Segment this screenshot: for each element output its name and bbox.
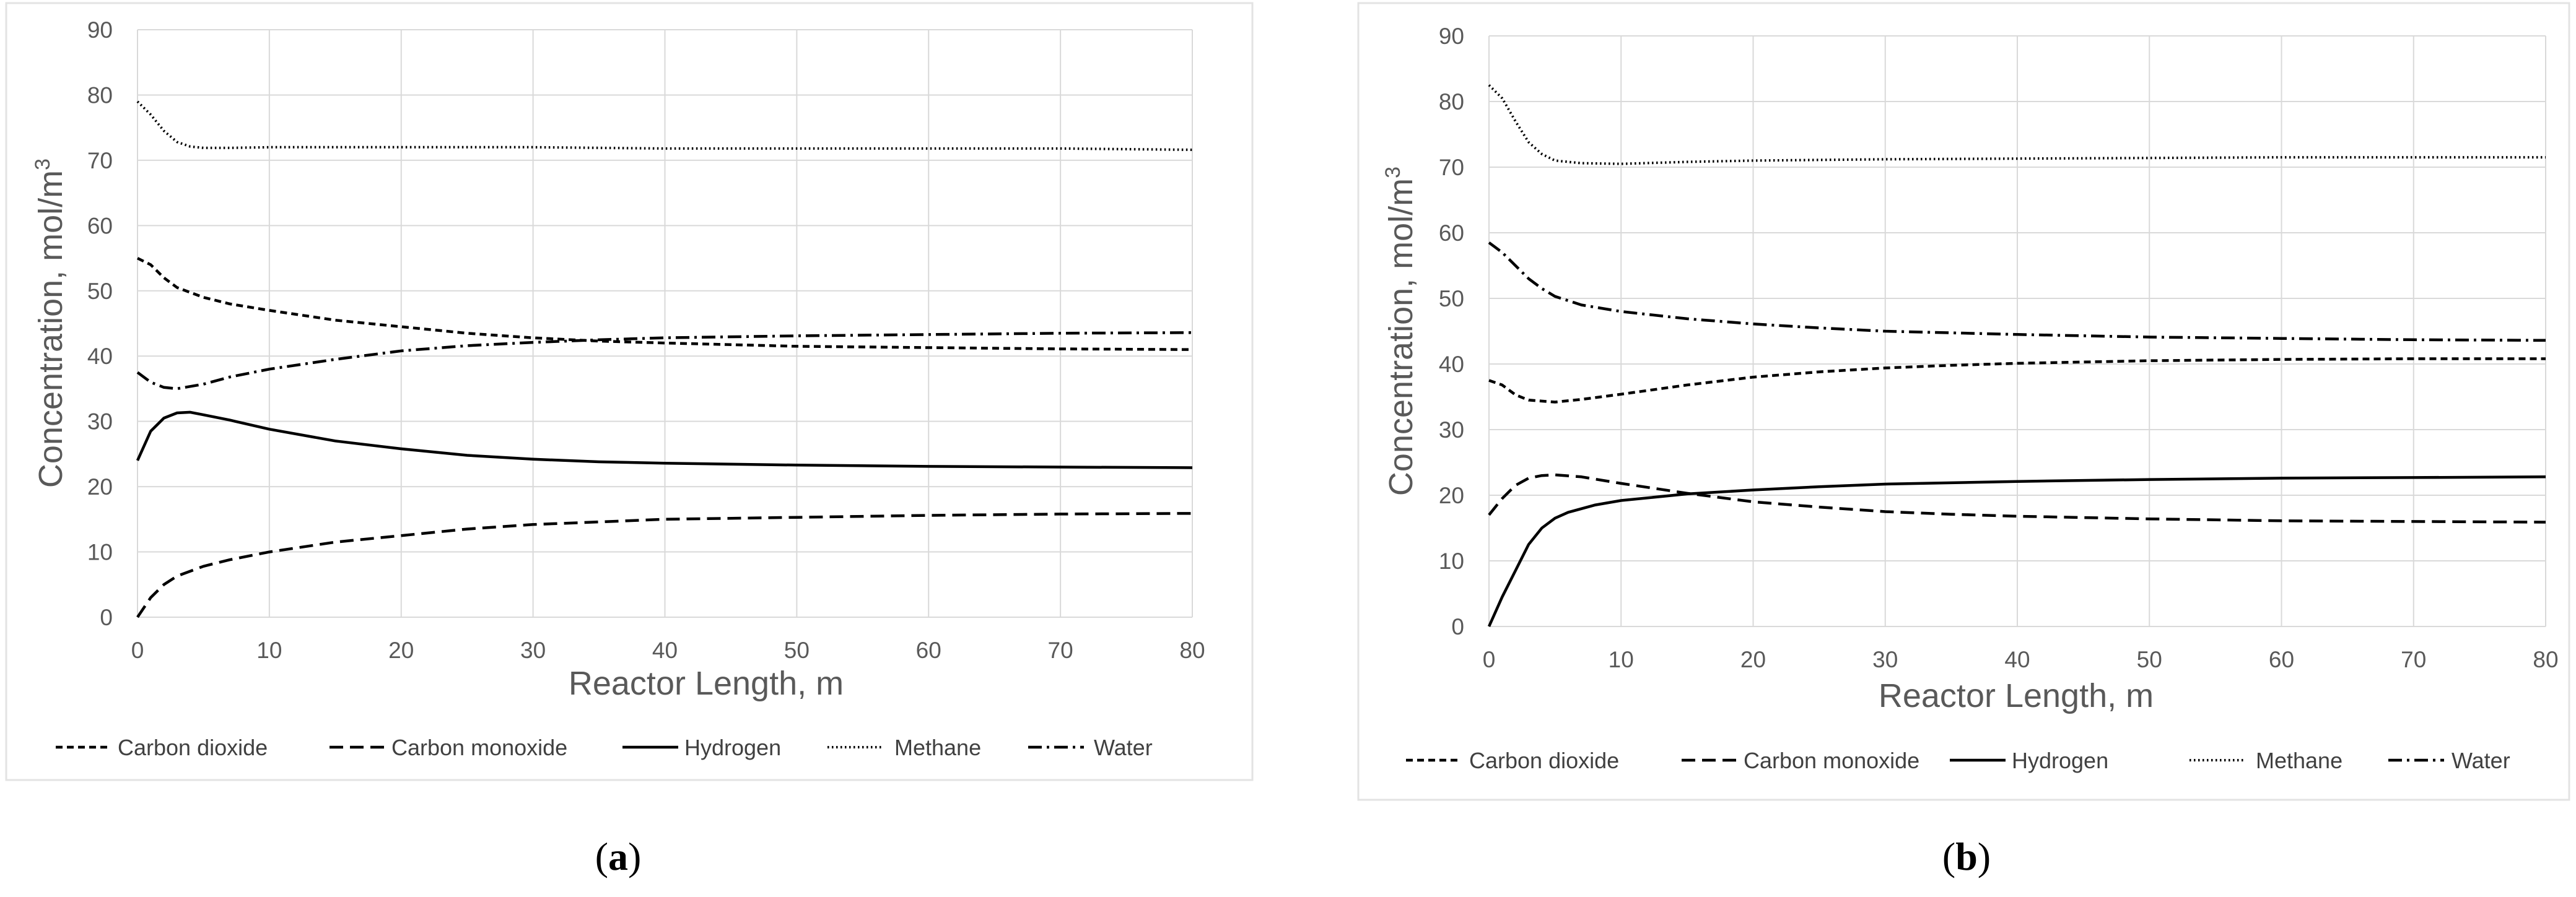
panel-a-y-tick-0: 0 [100,605,113,630]
panel-b-y-axis-title: Concentration, mol/m3 [1381,167,1420,496]
panel-a-series-carbon-dioxide [137,257,1193,351]
panel-b-x-axis-title: Reactor Length, m [1879,677,2154,714]
panel-b-series-carbon-monoxide [1488,473,2546,524]
panel-a-y-tick-40: 40 [87,344,113,369]
panel-a-legend-label-hydrogen: Hydrogen [684,735,781,760]
panel-a-gridlines [137,29,1193,618]
panel-b-series-water [1488,241,2546,342]
panel-a-caption-close: ) [628,834,641,878]
panel-b-x-tick-60: 60 [2269,647,2294,672]
panel-b-legend-label-carbon-dioxide: Carbon dioxide [1469,748,1619,773]
panel-a-x-tick-50: 50 [784,638,810,663]
panel-a-series-hydrogen [136,410,1193,469]
panel-a-x-tick-80: 80 [1179,638,1205,663]
panel-a-frame [5,2,1254,781]
panel-a-x-tick-labels: 0 10 20 30 40 50 60 70 80 [131,638,1205,663]
panel-b-x-tick-20: 20 [1740,647,1766,672]
panel-b-x-tick-70: 70 [2401,647,2426,672]
panel-b-y-axis-title-main: Concentration, mol/m [1382,178,1420,496]
panel-b-legend-label-water: Water [2452,748,2510,773]
panel-b-legend-item-hydrogen: Hydrogen [1950,748,2108,773]
panel-a-y-tick-90: 90 [87,17,113,43]
panel-a-y-axis-title-sup: 3 [31,158,55,170]
panel-b-x-tick-10: 10 [1609,647,1634,672]
panel-a-legend-label-methane: Methane [894,735,981,760]
panel-b-caption-close: ) [1978,834,1991,878]
panel-b-series-carbon-dioxide [1488,357,2546,404]
panel-b-legend-item-water: Water [2388,748,2510,773]
panel-b-gridlines [1488,35,2546,627]
panel-a-y-tick-labels: 0 10 20 30 40 50 60 70 80 90 [87,17,113,630]
panel-a-x-tick-10: 10 [256,638,282,663]
panel-b-x-tick-30: 30 [1872,647,1898,672]
panel-a-x-tick-40: 40 [652,638,678,663]
panel-b-legend-label-methane: Methane [2256,748,2342,773]
panel-b-x-tick-40: 40 [2004,647,2030,672]
panel-b-series-hydrogen [1487,475,2546,627]
panel-b-x-tick-0: 0 [1483,647,1496,672]
panel-b-series-methane [1488,84,2546,165]
panel-a-y-tick-30: 30 [87,409,113,435]
panel-b-y-tick-80: 80 [1439,89,1464,115]
panel-b-caption-letter: b [1955,834,1978,878]
panel-a-y-axis-title: Concentration, mol/m3 [31,158,69,488]
panel-a-legend-item-methane: Methane [827,735,981,760]
panel-b-x-tick-50: 50 [2137,647,2162,672]
panel-a-x-axis-title: Reactor Length, m [569,665,844,702]
panel-a-x-tick-20: 20 [388,638,414,663]
panel-b-y-tick-40: 40 [1439,352,1464,377]
panel-b-frame [1357,2,2570,801]
panel-b-y-tick-10: 10 [1439,548,1464,574]
panel-a-series-water [136,331,1193,391]
panel-b-y-tick-0: 0 [1451,614,1464,639]
panel-b: 0 10 20 30 40 50 60 70 80 90 0 10 20 30 40 50 60 70 80 Re… [1357,2,2570,878]
panel-b-legend: Carbon dioxide Carbon monoxide Hydrogen … [1406,748,2510,773]
panel-b-y-tick-30: 30 [1439,417,1464,443]
panel-b-legend-item-methane: Methane [2190,748,2342,773]
panel-a-y-tick-70: 70 [87,148,113,173]
panel-b-caption-open: ( [1942,834,1955,878]
panel-a-y-tick-10: 10 [87,540,113,565]
panel-a-y-tick-20: 20 [87,474,113,500]
panel-a-y-tick-80: 80 [87,82,113,108]
panel-a-x-tick-70: 70 [1048,638,1073,663]
panel-a-caption-letter: a [608,834,628,878]
panel-a-x-tick-30: 30 [520,638,546,663]
panel-a-legend-label-carbon-dioxide: Carbon dioxide [118,735,268,760]
panel-a-legend: Carbon dioxide Carbon monoxide Hydrogen … [56,735,1153,760]
panel-a-series-carbon-monoxide [136,512,1193,618]
panel-b-y-tick-90: 90 [1439,24,1464,49]
panel-b-y-axis-title-sup: 3 [1381,167,1405,178]
panel-a-y-tick-60: 60 [87,213,113,238]
panel-b-y-tick-50: 50 [1439,286,1464,311]
panel-b-legend-label-hydrogen: Hydrogen [2012,748,2108,773]
panel-a-legend-label-carbon-monoxide: Carbon monoxide [391,735,567,760]
panel-b-series [1487,84,2546,627]
panel-a-legend-item-hydrogen: Hydrogen [622,735,781,760]
panel-a-x-tick-60: 60 [916,638,941,663]
panel-a-x-tick-0: 0 [131,638,144,663]
panel-a-legend-label-water: Water [1094,735,1153,760]
panel-a-y-axis-title-main: Concentration, mol/m [32,170,69,488]
panel-a-legend-item-carbon-dioxide: Carbon dioxide [56,735,268,760]
panel-a-legend-item-carbon-monoxide: Carbon monoxide [330,735,567,760]
panel-a-caption-open: ( [595,834,608,878]
panel-b-x-tick-labels: 0 10 20 30 40 50 60 70 80 [1483,647,2559,672]
panel-a-series [136,100,1193,618]
panel-b-caption: (b) [1942,834,1991,878]
panel-b-legend-item-carbon-monoxide: Carbon monoxide [1682,748,1919,773]
panel-a-caption: (a) [595,834,642,878]
panel-a: 0 10 20 30 40 50 60 70 80 90 0 10 20 30 40 50 60 70 80 Re… [5,2,1254,878]
panel-a-legend-item-water: Water [1028,735,1153,760]
panel-b-y-tick-labels: 0 10 20 30 40 50 60 70 80 90 [1439,24,1464,639]
panel-b-x-tick-80: 80 [2533,647,2558,672]
panel-b-legend-item-carbon-dioxide: Carbon dioxide [1406,748,1619,773]
panel-a-y-tick-50: 50 [87,279,113,304]
panel-b-y-tick-20: 20 [1439,483,1464,508]
panel-b-y-tick-70: 70 [1439,155,1464,180]
panel-b-y-tick-60: 60 [1439,220,1464,246]
panel-b-legend-label-carbon-monoxide: Carbon monoxide [1744,748,1919,773]
